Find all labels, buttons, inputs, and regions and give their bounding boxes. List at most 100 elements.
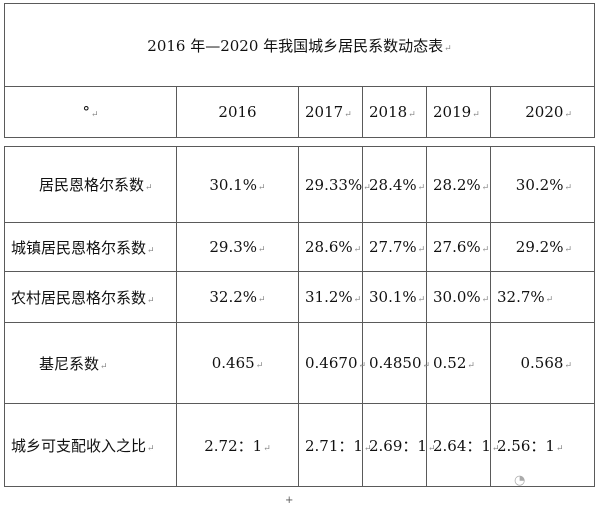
cell-value: 28.4% [369,175,417,194]
paragraph-mark: ↵ [263,443,271,454]
paragraph-mark: ↵ [353,295,362,305]
cell-value: 2.71：1 [305,436,363,455]
header-corner-text: ° [82,103,90,121]
row-label-text: 基尼系数 [39,354,100,373]
header-year-text: 2017 [305,103,344,121]
table-cell: 0.4670↵ [298,322,366,404]
header-year-text: 2020 [525,103,564,121]
table-cell: 2.69：1↵ [362,403,436,487]
paragraph-mark: ↵ [255,361,264,371]
cell-value: 2.69：1 [369,436,427,455]
cell-value: 2.64：1 [433,436,491,455]
paragraph-mark: ↵ [363,443,372,454]
cell-value: 31.2% [305,288,353,306]
table-cell: 2.71：1↵ [298,403,372,487]
table-row: 基尼系数↵ 0.465↵ 0.4670↵ 0.4850↵ 0.52↵ 0.568… [4,322,595,404]
cell-value: 2.56：1 [497,436,555,455]
paragraph-mark: ↵ [344,110,352,120]
row-label: 基尼系数↵ [4,322,177,404]
paragraph-mark: ↵ [147,245,155,256]
table-row: 城乡可支配收入之比↵ 2.72：1↵ 2.71：1↵ 2.69：1↵ 2.64：… [4,403,595,487]
row-label: 城镇居民恩格尔系数↵ [4,222,177,272]
table-add-row-plus[interactable]: + [285,495,294,506]
paragraph-mark: ↵ [100,361,108,372]
table-row: 居民恩格尔系数↵ 30.1%↵ 29.33%↵ 28.4%↵ 28.2%↵ 30… [4,146,595,223]
cell-value: 0.4670 [305,354,358,372]
header-corner-cell: °↵ [4,86,177,138]
table-cell: 0.52↵ [426,322,491,404]
table-cell: 30.2%↵ [490,146,595,223]
table-gap-row [4,137,595,147]
paragraph-mark: ↵ [417,245,426,255]
paragraph-mark: ↵ [564,361,572,371]
paragraph-mark: ↵ [564,110,572,120]
row-label-text: 居民恩格尔系数 [39,176,145,194]
wechat-icon: ◔ [514,473,526,488]
paragraph-mark: ↵ [422,361,431,371]
row-label-text: 城乡可支配收入之比 [11,436,147,455]
header-year-2018: 2018↵ [362,86,427,138]
paragraph-mark: ↵ [444,43,452,54]
cell-value: 28.6% [305,238,353,256]
cell-value: 27.7% [369,238,417,256]
table-cell: 28.2%↵ [426,146,491,223]
table-cell: 28.4%↵ [362,146,427,223]
paragraph-mark: ↵ [545,295,554,305]
cell-value: 30.1% [369,288,417,306]
paragraph-mark: ↵ [145,183,153,193]
paragraph-mark: ↵ [408,110,416,120]
cell-value: 30.1% [209,175,258,194]
table-cell: 0.465↵ [176,322,299,404]
header-year-2020: 2020↵ [490,86,595,138]
row-label: 农村居民恩格尔系数↵ [4,271,177,323]
table-row: 城镇居民恩格尔系数↵ 29.3%↵ 28.6%↵ 27.7%↵ 27.6%↵ 2… [4,222,595,272]
paragraph-mark: ↵ [147,295,155,306]
table-cell: 28.6%↵ [298,222,363,272]
cell-value: 29.3% [209,238,258,256]
cell-value: 28.2% [433,175,481,194]
data-table-container: 2016 年—2020 年我国城乡居民系数动态表↵ °↵ 2016 2017↵ … [4,3,595,500]
cell-value: 0.568 [520,354,564,372]
paragraph-mark: ↵ [258,295,266,305]
paragraph-mark: ↵ [417,182,426,193]
paragraph-mark: ↵ [481,245,490,255]
paragraph-mark: ↵ [467,361,475,371]
paragraph-mark: ↵ [564,182,572,193]
table-title: 2016 年—2020 年我国城乡居民系数动态表↵ [4,3,595,87]
table-cell: 27.7%↵ [362,222,427,272]
cell-value: 29.2% [515,238,564,256]
paragraph-mark: ↵ [147,443,155,454]
table-cell: 29.2%↵ [490,222,595,272]
paragraph-mark: ↵ [427,443,436,454]
table-cell: 2.64：1↵ [426,403,500,487]
table-cell: 27.6%↵ [426,222,491,272]
paragraph-mark: ↵ [564,245,572,255]
cell-value: 0.4850 [369,354,422,372]
cell-value: 27.6% [433,238,481,256]
table-cell: 30.1%↵ [362,271,427,323]
table-title-text: 2016 年—2020 年我国城乡居民系数动态表 [147,36,444,55]
paragraph-mark: ↵ [353,245,362,255]
header-year-2016: 2016 [176,86,299,138]
table-cell: 2.56：1↵ [490,403,595,487]
table-cell: 0.568↵ [490,322,595,404]
urban-rural-coefficient-table: 2016 年—2020 年我国城乡居民系数动态表↵ °↵ 2016 2017↵ … [4,3,595,487]
paragraph-mark: ↵ [481,295,490,305]
cell-value: 29.33% [305,175,363,194]
table-cell: 29.33%↵ [298,146,371,223]
table-row: 农村居民恩格尔系数↵ 32.2%↵ 31.2%↵ 30.1%↵ 30.0%↵ 3… [4,271,595,323]
paragraph-mark: ↵ [555,443,564,454]
table-cell: 29.3%↵ [176,222,299,272]
table-cell: 2.72：1↵ [176,403,299,487]
header-year-2019: 2019↵ [426,86,491,138]
header-year-2017: 2017↵ [298,86,363,138]
table-cell: 30.0%↵ [426,271,491,323]
cell-value: 32.7% [497,288,545,306]
table-cell: 30.1%↵ [176,146,299,223]
cell-value: 30.0% [433,288,481,306]
table-cell: 32.2%↵ [176,271,299,323]
cell-value: 0.52 [433,354,467,372]
cell-value: 30.2% [515,175,564,194]
table-cell: 32.7%↵ [490,271,595,323]
paragraph-mark: ↵ [363,182,371,193]
